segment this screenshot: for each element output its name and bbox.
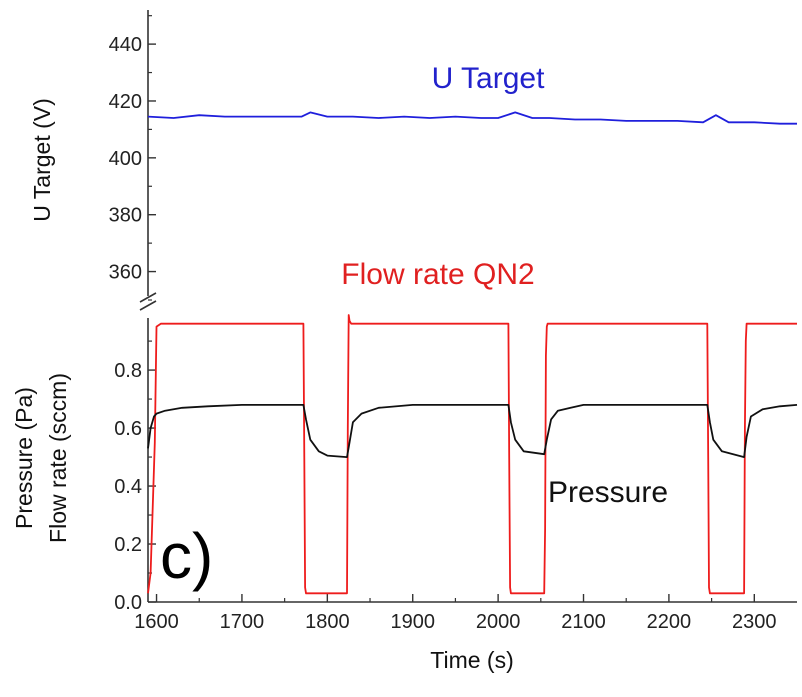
panel-label: c): [160, 520, 213, 592]
upper-y-tick-label: 360: [109, 262, 142, 284]
x-tick-label: 1900: [390, 611, 435, 633]
lower-y-tick-label: 0.6: [114, 418, 142, 440]
x-tick-label: 1600: [134, 611, 179, 633]
lower-y-tick-label: 0.8: [114, 360, 142, 382]
x-axis-title: Time (s): [430, 647, 513, 673]
upper-y-tick-label: 380: [109, 205, 142, 227]
u-target-annotation: U Target: [432, 62, 546, 95]
lower-y-tick-label: 0.0: [114, 592, 142, 614]
upper-y-tick-label: 440: [109, 34, 142, 56]
lower-y-axis-title-flow: Flow rate (sccm): [45, 373, 71, 543]
flow-rate-line: [147, 314, 797, 595]
x-tick-label: 2300: [732, 611, 777, 633]
x-tick-label: 1700: [220, 611, 265, 633]
x-tick-label: 2000: [476, 611, 521, 633]
axis-break-mark: [139, 300, 157, 311]
flow-rate-annotation: Flow rate QN2: [341, 258, 534, 291]
upper-y-tick-label: 420: [109, 91, 142, 113]
x-tick-label: 1800: [305, 611, 350, 633]
upper-y-axis-title: U Target (V): [29, 98, 55, 222]
pressure-annotation: Pressure: [548, 476, 668, 509]
upper-y-tick-label: 400: [109, 148, 142, 170]
u-target-line: [147, 111, 797, 125]
pressure-line: [147, 403, 798, 459]
axis-break-mark: [139, 292, 157, 303]
lower-y-tick-label: 0.4: [114, 476, 142, 498]
lower-y-tick-label: 0.2: [114, 534, 142, 556]
x-tick-label: 2200: [647, 611, 692, 633]
x-tick-label: 2100: [561, 611, 606, 633]
lower-y-axis-title-pressure: Pressure (Pa): [11, 387, 37, 529]
